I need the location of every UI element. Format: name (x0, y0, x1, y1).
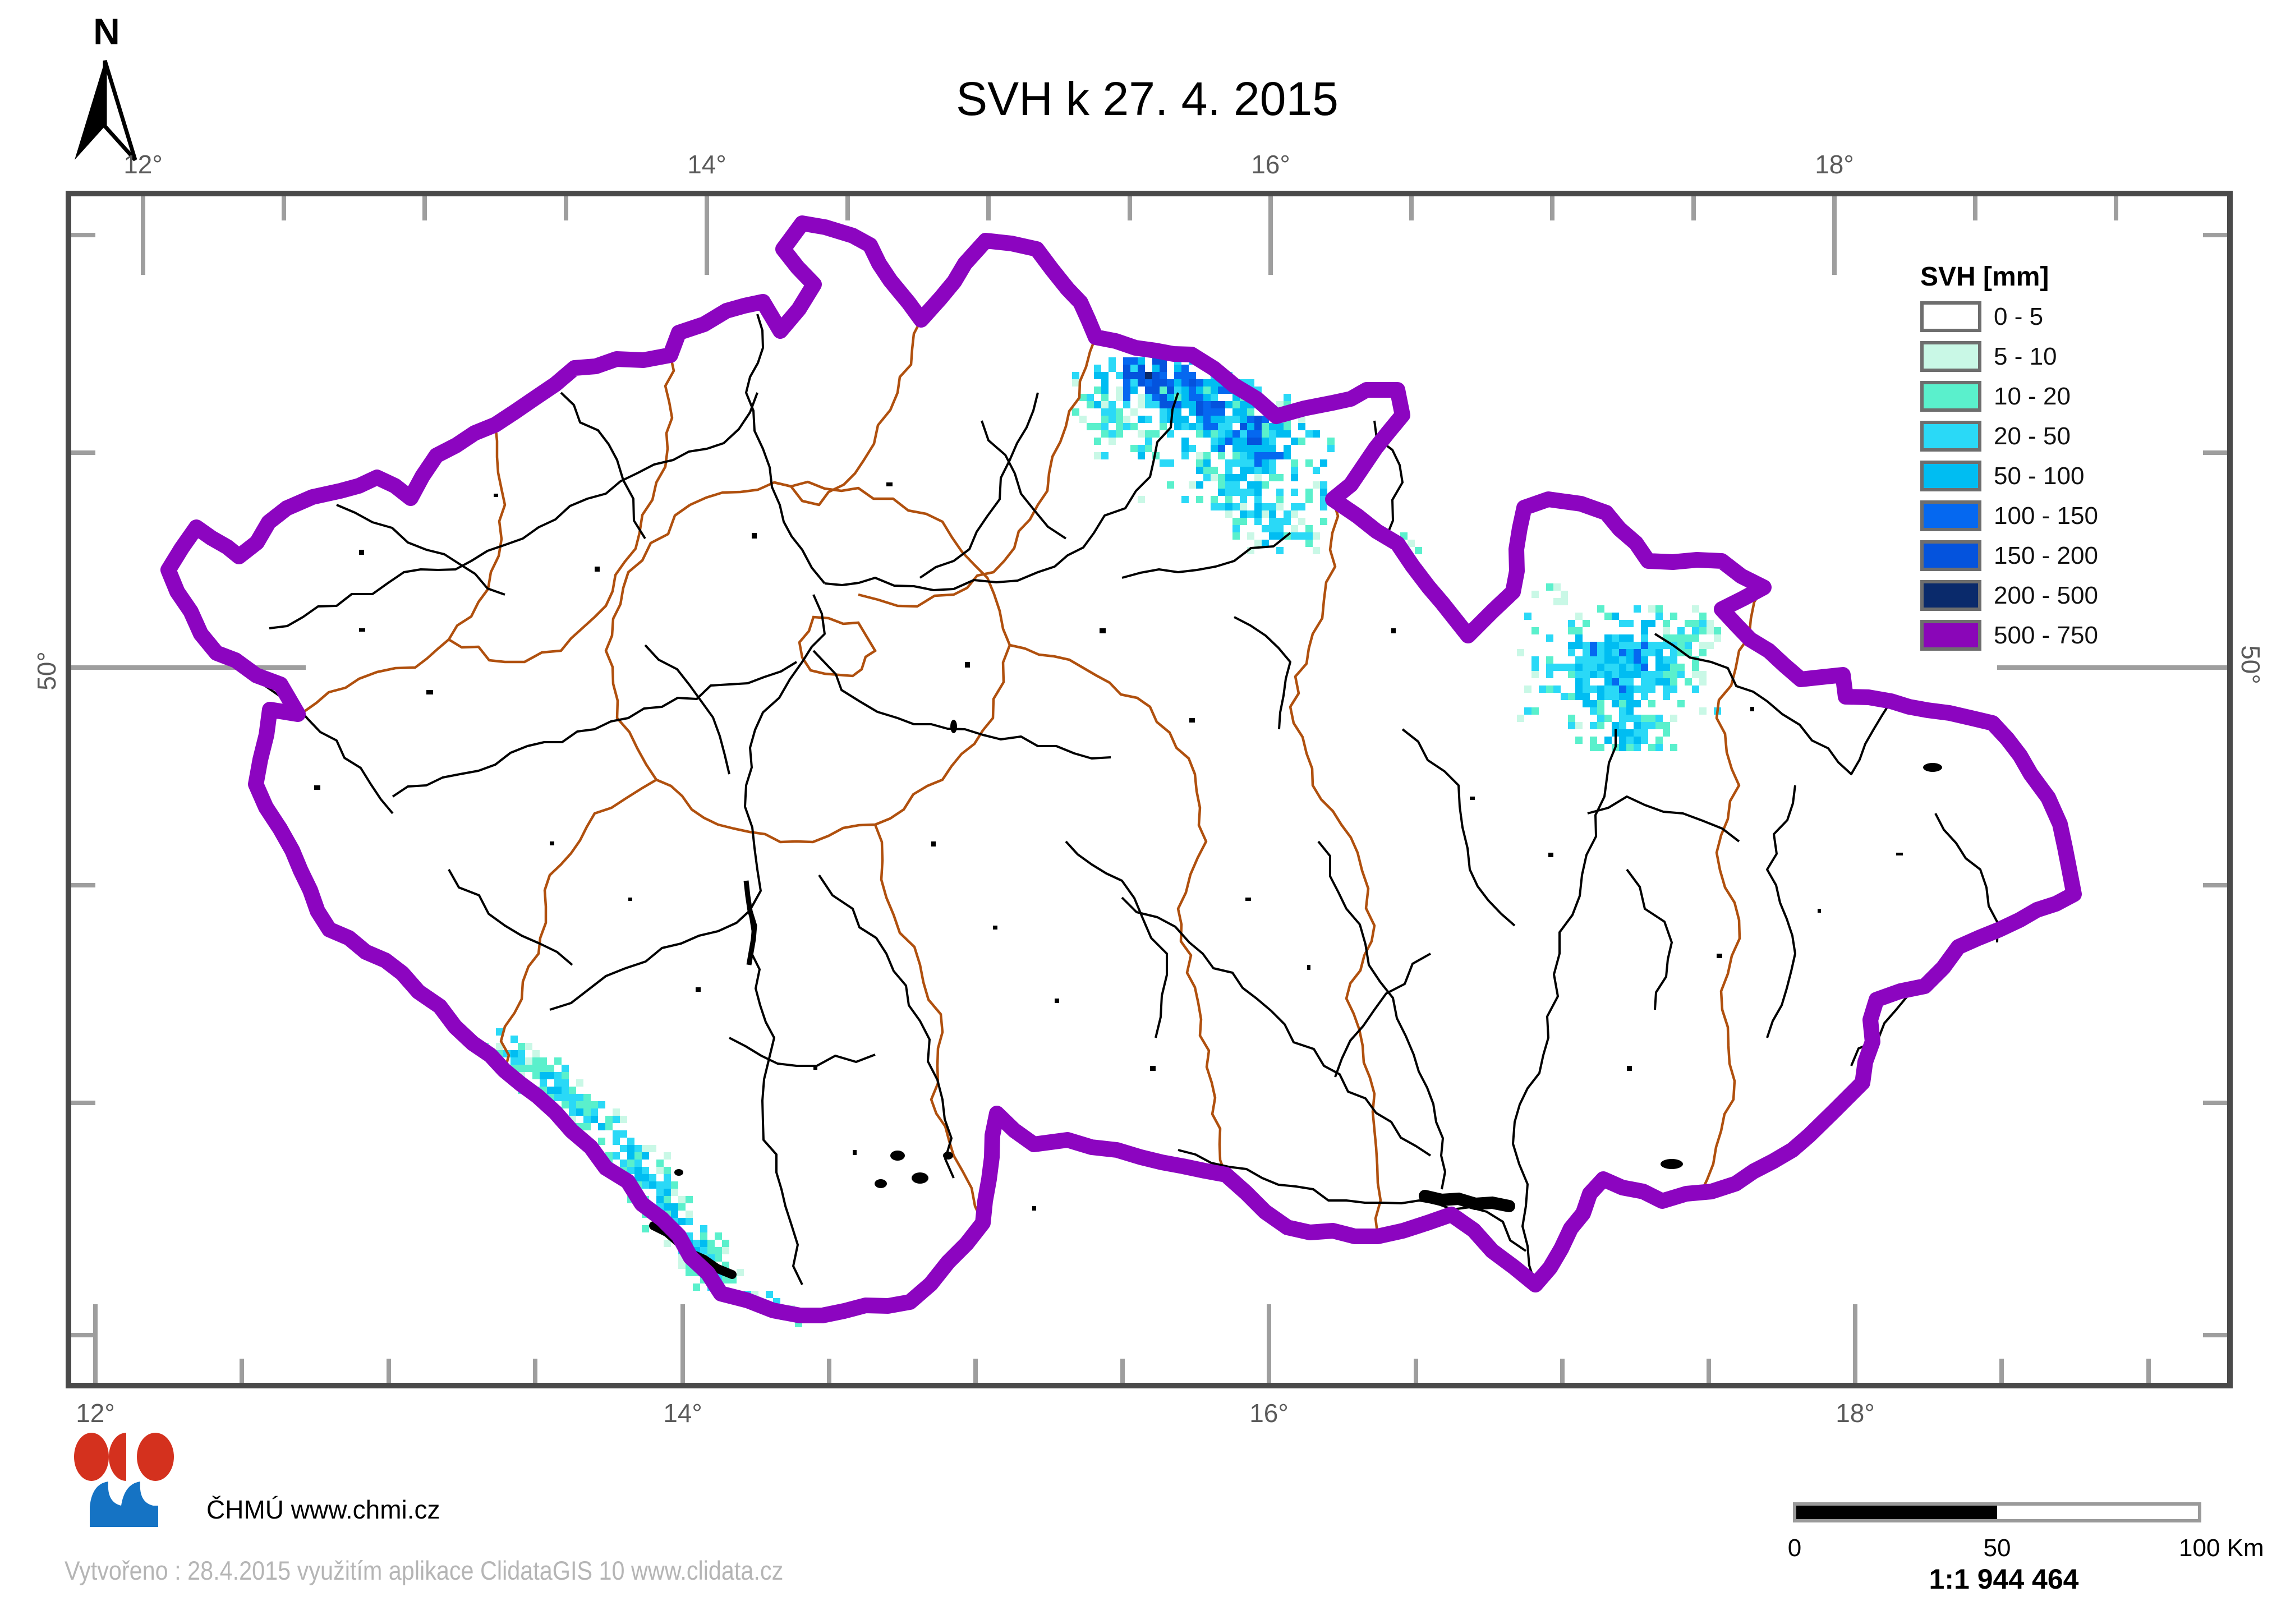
scale-bar (1793, 1502, 2201, 1522)
legend-item-label: 200 - 500 (1994, 581, 2098, 609)
organization-line: ČHMÚ www.chmi.cz (206, 1495, 440, 1524)
graticule-label-bottom-16: 16° (1249, 1398, 1289, 1428)
graticule-label-top-18: 18° (1815, 150, 1854, 179)
legend-item-label: 0 - 5 (1994, 302, 2044, 330)
legend-swatch (1920, 421, 1981, 452)
legend-item-label: 150 - 200 (1994, 541, 2098, 569)
graticule-label-bottom-12: 12° (76, 1398, 115, 1428)
credit-line: Vytvořeno : 28.4.2015 využitím aplikace … (65, 1556, 784, 1585)
graticule-label-top-16: 16° (1251, 150, 1290, 179)
legend-item: 100 - 150 (1920, 500, 2098, 531)
legend-item-label: 50 - 100 (1994, 462, 2085, 490)
graticule-label-top-14: 14° (687, 150, 726, 179)
north-arrow-icon (75, 61, 105, 160)
legend-swatch (1920, 500, 1981, 531)
legend-title: SVH [mm] (1920, 262, 2049, 292)
graticule-label-bottom-14: 14° (663, 1398, 702, 1428)
legend-item: 500 - 750 (1920, 620, 2098, 651)
legend-item: 0 - 5 (1920, 301, 2043, 332)
scalebar-label-50: 50 (1983, 1534, 2011, 1562)
legend-item: 5 - 10 (1920, 341, 2057, 372)
chmu-logo-icon (74, 1433, 174, 1527)
legend-swatch (1920, 341, 1981, 372)
graticule-label-bottom-18: 18° (1836, 1398, 1875, 1428)
legend-item: 150 - 200 (1920, 540, 2098, 571)
legend-swatch (1920, 381, 1981, 412)
graticule-label-top-12: 12° (123, 150, 163, 179)
legend-item: 50 - 100 (1920, 461, 2084, 491)
north-label: N (93, 11, 120, 52)
legend-swatch (1920, 461, 1981, 491)
legend-item: 20 - 50 (1920, 421, 2071, 452)
legend-item-label: 20 - 50 (1994, 422, 2071, 450)
legend-item-label: 500 - 750 (1994, 621, 2098, 649)
legend-item-label: 100 - 150 (1994, 502, 2098, 530)
legend-swatch (1920, 620, 1981, 651)
legend-item-label: 5 - 10 (1994, 342, 2057, 370)
legend-item: 10 - 20 (1920, 381, 2071, 412)
legend-swatch (1920, 301, 1981, 332)
scalebar-label-100: 100 Km (2179, 1534, 2264, 1562)
page-title: SVH k 27. 4. 2015 (956, 72, 1339, 125)
scalebar-label-0: 0 (1787, 1534, 1802, 1562)
legend-item-label: 10 - 20 (1994, 382, 2071, 410)
legend-swatch (1920, 580, 1981, 611)
graticule-label-left-50: 50° (32, 651, 61, 691)
legend-swatch (1920, 540, 1981, 571)
scale-ratio: 1:1 944 464 (1929, 1563, 2079, 1595)
graticule-label-right-50: 50° (2236, 645, 2265, 684)
legend-item: 200 - 500 (1920, 580, 2098, 611)
